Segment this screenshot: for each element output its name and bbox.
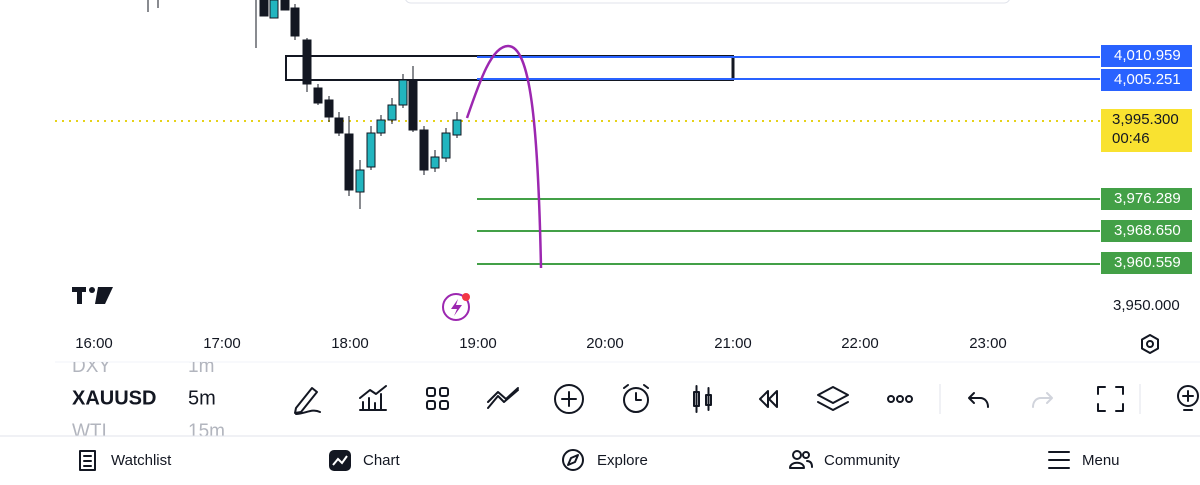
projection-curve[interactable] <box>465 44 543 269</box>
ideas[interactable] <box>1177 385 1199 411</box>
settings-dot <box>1146 340 1154 348</box>
community-icon[interactable] <box>789 450 813 469</box>
price-tag <box>1101 109 1192 152</box>
price-tag <box>1101 220 1192 242</box>
candles <box>147 0 462 209</box>
alert-icon[interactable] <box>442 293 470 321</box>
badge <box>462 293 470 301</box>
tv-logo <box>72 287 113 304</box>
compare[interactable] <box>487 387 519 409</box>
time-label: 23:00 <box>969 335 1007 352</box>
more[interactable] <box>887 395 913 403</box>
interval[interactable]: 5m <box>188 387 216 409</box>
settings-icon[interactable] <box>1141 334 1159 354</box>
chart-type[interactable] <box>693 385 712 413</box>
nav-item[interactable]: Watchlist <box>111 452 172 469</box>
price-label: 3,995.300 <box>1112 111 1179 128</box>
price-label: 3,976.289 <box>1114 190 1181 207</box>
time-label: 17:00 <box>203 335 241 352</box>
countdown: 00:46 <box>1112 130 1150 147</box>
layers[interactable] <box>817 386 849 411</box>
time-label: 22:00 <box>841 335 879 352</box>
panel-edge <box>405 0 1010 4</box>
zone-box[interactable] <box>285 55 734 81</box>
price-label: 4,005.251 <box>1114 71 1181 88</box>
menu-icon[interactable] <box>1048 451 1070 469</box>
price-label: 3,960.559 <box>1114 254 1181 271</box>
nav-item[interactable]: Community <box>824 452 900 469</box>
explore-icon[interactable] <box>562 449 584 471</box>
nav-item[interactable]: Explore <box>597 452 648 469</box>
nav-item[interactable]: Chart <box>363 452 401 469</box>
undo[interactable] <box>968 392 989 408</box>
redo[interactable] <box>1032 392 1053 408</box>
time-label: 16:00 <box>75 335 113 352</box>
indicators[interactable] <box>359 385 387 411</box>
price-tag <box>1101 252 1192 274</box>
watchlist-icon[interactable] <box>79 450 96 471</box>
nav-item[interactable]: Menu <box>1082 452 1120 469</box>
chart-icon-line <box>332 455 348 466</box>
fullscreen[interactable] <box>1097 386 1124 412</box>
time-label: 18:00 <box>331 335 369 352</box>
price-label: 3,950.000 <box>1113 297 1180 314</box>
interval[interactable]: 15m <box>188 421 225 442</box>
price-tag <box>1101 188 1192 210</box>
price-tag <box>1101 69 1192 91</box>
symbol[interactable]: WTI <box>72 421 107 442</box>
time-label: 21:00 <box>714 335 752 352</box>
symbol[interactable]: XAUUSD <box>72 387 156 409</box>
symbol[interactable]: DXY <box>72 356 111 377</box>
alert[interactable] <box>623 384 649 413</box>
bolt <box>451 299 462 316</box>
interval[interactable]: 1m <box>188 356 214 377</box>
price-tag <box>1101 45 1192 67</box>
templates[interactable] <box>426 387 449 410</box>
draw-tool[interactable] <box>294 387 321 415</box>
time-label: 19:00 <box>459 335 497 352</box>
time-label: 20:00 <box>586 335 624 352</box>
price-label: 4,010.959 <box>1114 47 1181 64</box>
price-label: 3,968.650 <box>1114 222 1181 239</box>
replay[interactable] <box>759 390 778 408</box>
add[interactable] <box>554 384 584 414</box>
toolbar <box>294 384 1199 415</box>
